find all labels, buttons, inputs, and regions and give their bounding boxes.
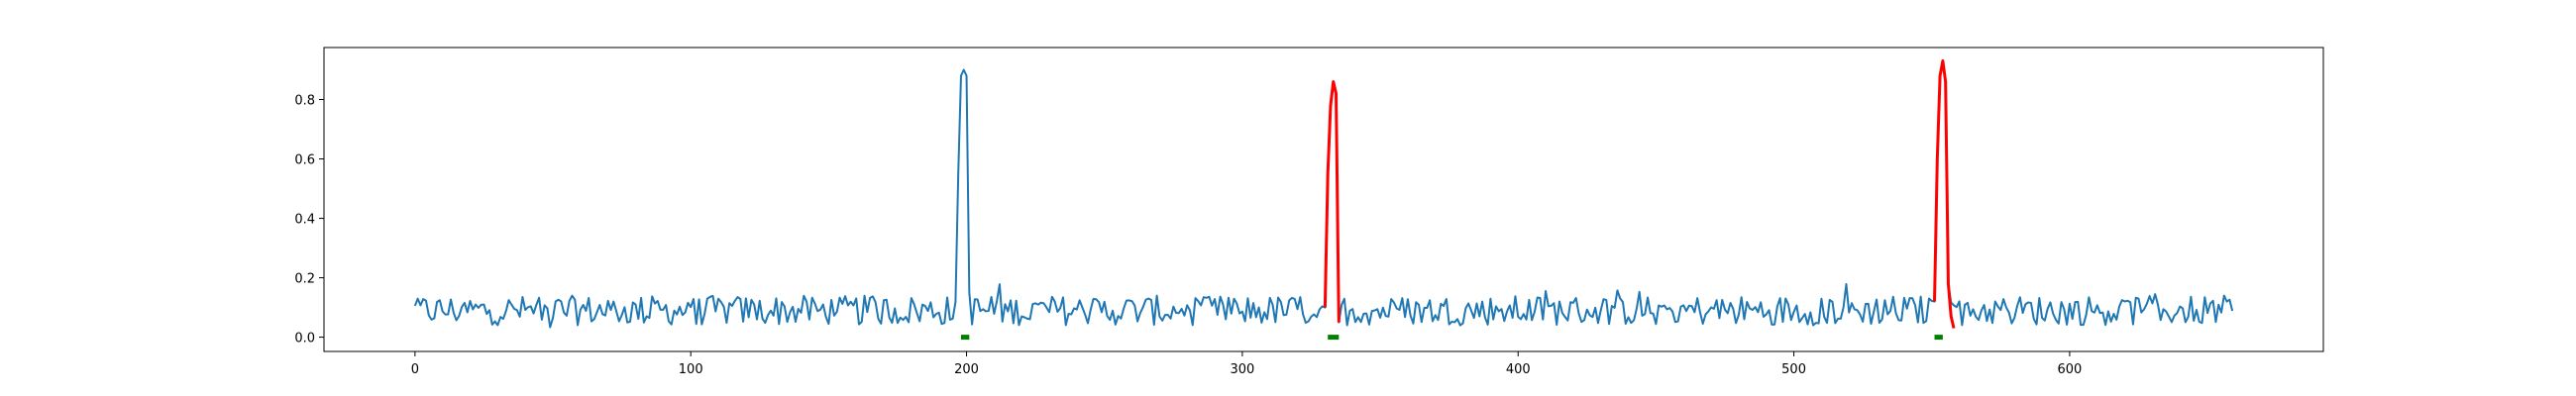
y-tick-label: 0.0: [294, 332, 315, 346]
x-tick-label: 500: [1781, 362, 1806, 377]
y-tick-label: 0.4: [294, 213, 315, 228]
y-tick-label: 0.2: [294, 272, 315, 287]
plot-area: [413, 59, 2234, 341]
x-tick-label: 200: [954, 362, 979, 377]
x-tick-label: 100: [679, 362, 703, 377]
highlight-anomaly-2: [1933, 59, 1956, 329]
x-tick-label: 0: [411, 362, 419, 377]
x-tick-label: 600: [2058, 362, 2083, 377]
y-tick-label: 0.8: [294, 94, 315, 109]
axis-ticks: 0 100 200 300 400 500 600 0.0 0.2 0.4 0.6 0.8: [294, 94, 2082, 377]
x-tick-label: 400: [1506, 362, 1531, 377]
axes-frame: [323, 47, 2324, 352]
highlight-anomaly-1: [1323, 80, 1341, 323]
y-tick-label: 0.6: [294, 153, 315, 168]
x-tick-label: 300: [1230, 362, 1254, 377]
